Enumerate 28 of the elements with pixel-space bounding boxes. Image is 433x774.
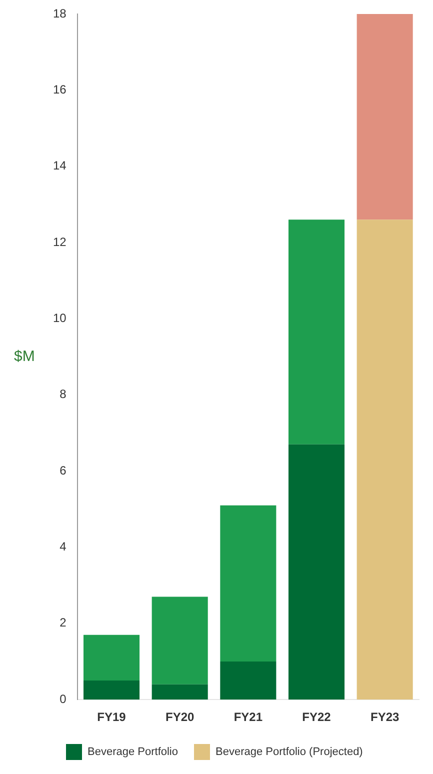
x-tick-label: FY21 xyxy=(234,710,263,724)
y-tick-label: 10 xyxy=(52,311,67,326)
bar xyxy=(220,662,276,700)
y-tick-label: 6 xyxy=(60,463,67,478)
x-tick-label: FY22 xyxy=(302,710,332,724)
bar xyxy=(152,596,208,684)
bar xyxy=(220,505,276,662)
legend-label: Beverage Portfolio xyxy=(88,746,178,758)
bar xyxy=(356,220,413,700)
x-tick-label: FY20 xyxy=(166,710,195,724)
y-tick-label: 16 xyxy=(52,82,67,96)
y-tick-label: 0 xyxy=(60,692,67,706)
x-tick-label: FY19 xyxy=(97,710,126,724)
bar xyxy=(84,634,140,681)
y-tick-label: 12 xyxy=(52,234,67,249)
y-tick-label: 8 xyxy=(60,387,67,402)
bar xyxy=(84,680,140,700)
y-tick-label: 4 xyxy=(60,540,67,554)
x-tick-label: FY23 xyxy=(370,710,400,724)
legend-label: Beverage Portfolio (Projected) xyxy=(216,746,363,758)
y-tick-label: 14 xyxy=(52,158,67,173)
y-axis-title: $M xyxy=(14,348,35,365)
bar xyxy=(288,220,345,444)
bar xyxy=(152,684,208,700)
bar xyxy=(356,14,413,220)
bar xyxy=(288,444,345,700)
y-tick-label: 18 xyxy=(52,6,67,20)
y-tick-label: 2 xyxy=(60,616,67,630)
